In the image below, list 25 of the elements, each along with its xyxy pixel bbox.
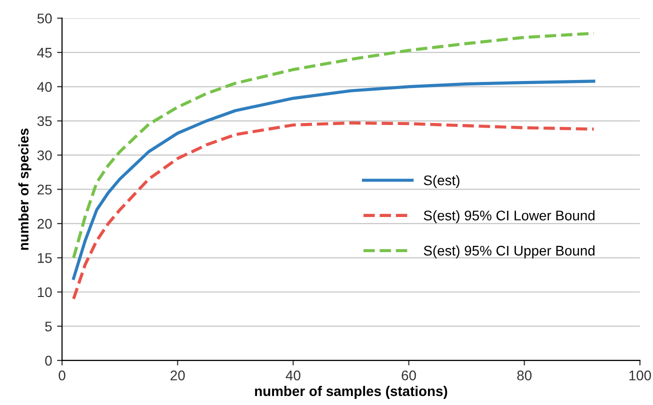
x-tick-label: 40 [286, 370, 300, 380]
y-tick-label: 25 [38, 184, 52, 195]
y-tick-label: 5 [45, 322, 52, 332]
y-tick-label: 10 [38, 287, 52, 298]
y-tick-label: 0 [45, 356, 52, 366]
y-axis-title: number of species [18, 128, 32, 250]
line-series [72, 80, 596, 280]
line-series [72, 121, 596, 300]
legend-label: S(est) [424, 175, 460, 188]
y-tick-label: 15 [38, 253, 52, 263]
x-tick-label: 20 [170, 370, 185, 380]
legend-label: S(est) 95% CI Lower Bound [424, 210, 594, 224]
x-tick-label: 100 [629, 370, 651, 380]
y-tick-label: 30 [37, 150, 52, 160]
y-tick-label: 35 [37, 116, 52, 126]
y-tick-label: 40 [37, 82, 52, 92]
x-axis-title: number of samples (stations) [255, 386, 448, 399]
legend-label: S(est) 95% CI Upper Bound [424, 245, 594, 258]
x-tick-label: 0 [58, 370, 66, 380]
line-series [72, 32, 596, 260]
y-tick-label: 45 [37, 48, 52, 58]
x-tick-label: 80 [517, 370, 532, 380]
x-tick-label: 60 [402, 370, 416, 380]
y-tick-label: 50 [37, 14, 52, 24]
y-tick-label: 20 [38, 218, 52, 229]
